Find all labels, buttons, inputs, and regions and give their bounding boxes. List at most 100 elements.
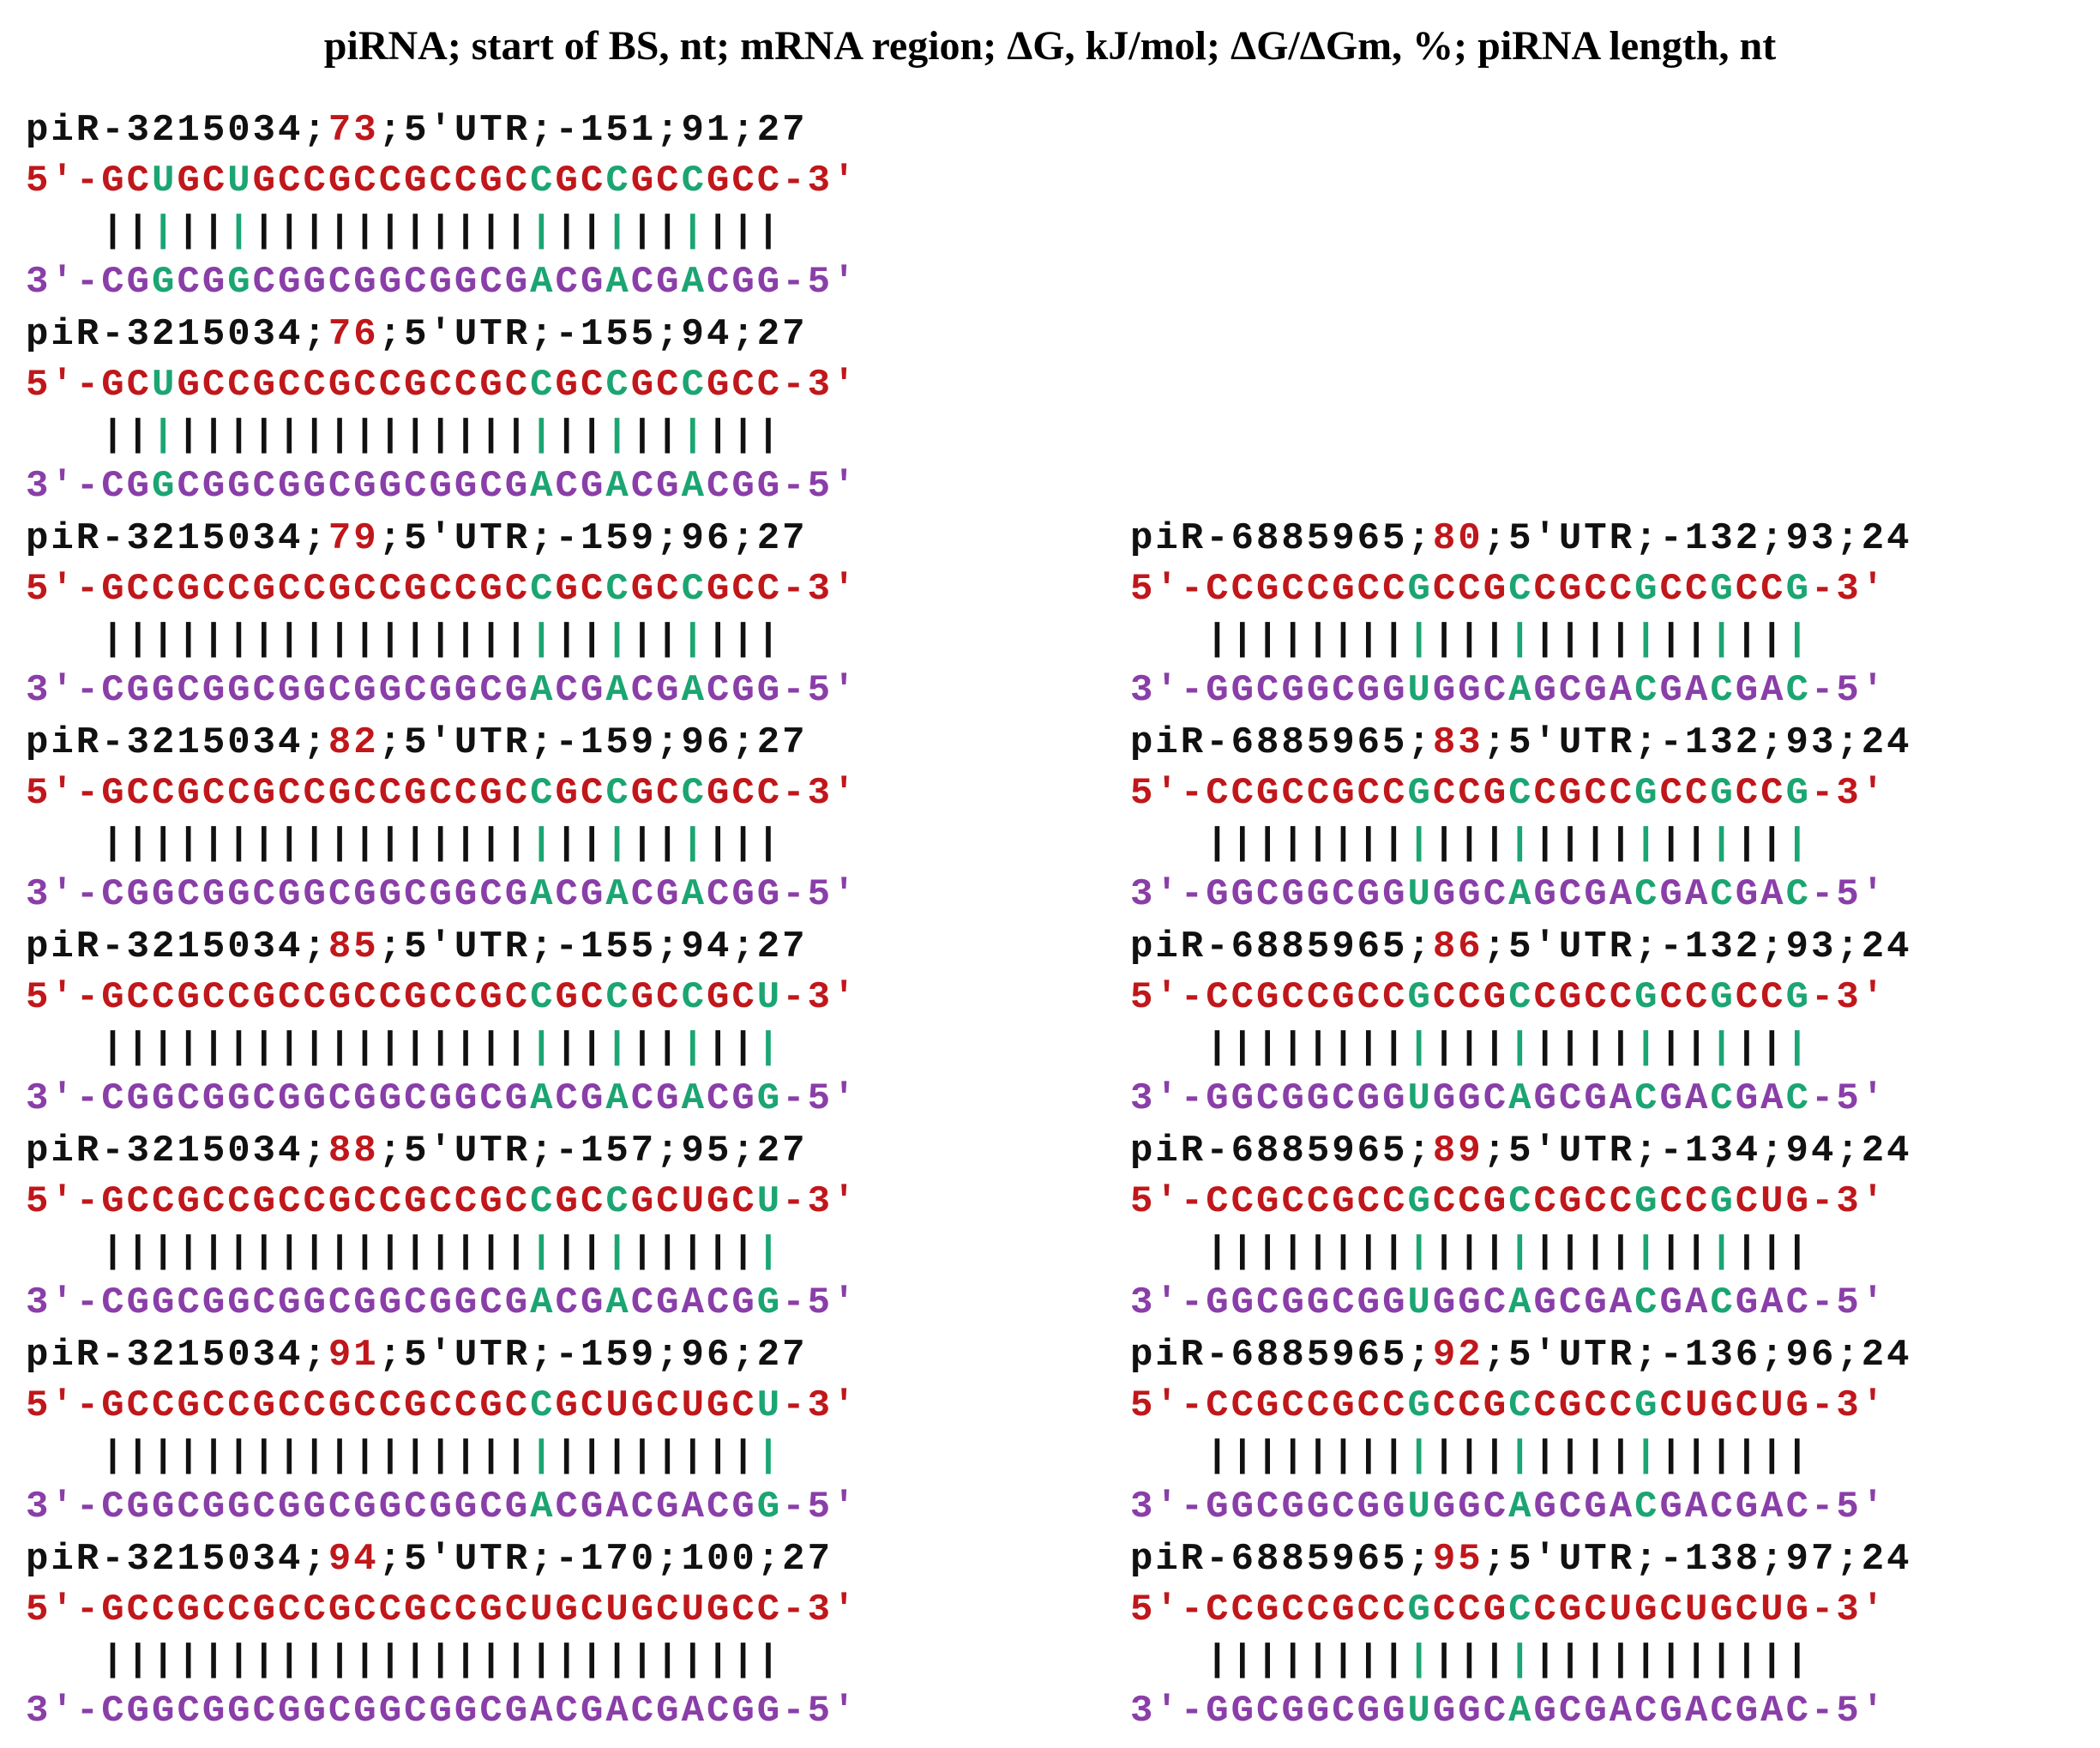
pair-bar: |: [353, 618, 379, 661]
bar-spacer: [26, 414, 101, 457]
nucleotide: G: [202, 873, 228, 916]
pair-bar: |: [479, 210, 505, 253]
duplex-header: piR-3215034;85;5'UTR;-155;94;27: [26, 923, 808, 971]
nucleotide: C: [177, 1077, 202, 1120]
pair-bar: |: [101, 210, 127, 253]
nucleotide: U: [756, 976, 783, 1019]
pair-bar: |: [126, 210, 153, 253]
nucleotide: C: [1584, 976, 1610, 1019]
nucleotide: G: [1407, 568, 1433, 611]
nucleotide: G: [101, 364, 127, 407]
mrna-sequence: 5'-GCUGCUGCCGCCGCCGCCGCCGCCGCC-3': [26, 157, 857, 205]
pirna-name: piR-6885965: [1130, 1538, 1408, 1581]
nucleotide: A: [1684, 669, 1711, 712]
pair-bar: |: [328, 414, 354, 457]
nucleotide: C: [1483, 669, 1509, 712]
nucleotide: G: [479, 1588, 505, 1631]
pair-bar: |: [479, 823, 505, 865]
nucleotide: G: [630, 1180, 657, 1223]
bar-spacer: [26, 823, 101, 865]
nucleotide: G: [1659, 669, 1685, 712]
nucleotide: C: [504, 568, 531, 611]
pair-bar: |: [1684, 1231, 1711, 1274]
pair-bar: |: [1508, 1435, 1534, 1478]
pair-bar: |: [454, 823, 480, 865]
nucleotide: C: [1306, 772, 1333, 815]
nucleotide: C: [126, 1588, 153, 1631]
mrna-3prime: -3': [1810, 1588, 1887, 1631]
nucleotide: C: [454, 568, 480, 611]
mrna-region: 5'UTR: [1508, 1130, 1635, 1172]
nucleotide: G: [1558, 1180, 1585, 1223]
pair-bar: |: [1483, 1231, 1509, 1274]
separator: ;: [756, 1538, 783, 1581]
duplex-header: piR-3215034;82;5'UTR;-159;96;27: [26, 719, 808, 767]
mrna-nucleotides: GCUGCCGCCGCCGCCGCCGCCGCCGCC: [101, 364, 782, 407]
nucleotide: G: [1281, 1077, 1307, 1120]
nucleotide: C: [101, 669, 127, 712]
separator: ;: [1760, 925, 1786, 968]
nucleotide: G: [1281, 873, 1307, 916]
mrna-sequence: 5'-CCGCCGCCGCCGCCGCCGCCGCCG-3': [1130, 769, 1886, 817]
delta-g: -170: [555, 1538, 657, 1581]
mrna-3prime: -3': [782, 772, 858, 815]
nucleotide: G: [1206, 1281, 1231, 1324]
nucleotide: C: [1684, 976, 1711, 1019]
pair-bar: |: [605, 1435, 631, 1478]
nucleotide: C: [378, 568, 405, 611]
mrna-nucleotides: CCGCCGCCGCCGCCGCCGCCGCUG: [1206, 1180, 1811, 1223]
pair-bar: |: [378, 1435, 405, 1478]
nucleotide: G: [504, 465, 531, 508]
pair-bar: |: [1206, 1435, 1231, 1478]
nucleotide: C: [1684, 1180, 1711, 1223]
nucleotide: C: [1281, 568, 1307, 611]
nucleotide: C: [303, 772, 328, 815]
nucleotide: C: [202, 772, 228, 815]
nucleotide: C: [1659, 772, 1685, 815]
pair-bar: |: [656, 1231, 682, 1274]
nucleotide: U: [756, 1384, 783, 1427]
nucleotide: A: [1508, 669, 1534, 712]
nucleotide: C: [126, 976, 153, 1019]
nucleotide: G: [1357, 1690, 1383, 1733]
nucleotide: U: [1609, 1588, 1635, 1631]
pair-bar: |: [1710, 1639, 1736, 1682]
nucleotide: C: [731, 364, 757, 407]
separator: ;: [731, 1334, 757, 1377]
pirna-3prime: 3'-: [1130, 873, 1206, 916]
nucleotide: U: [530, 1588, 556, 1631]
separator: ;: [378, 109, 405, 152]
nucleotide: G: [580, 873, 606, 916]
delta-g-percent: 97: [1785, 1538, 1837, 1581]
delta-g-percent: 93: [1785, 721, 1837, 764]
pair-bar: |: [177, 1435, 202, 1478]
mrna-region: 5'UTR: [404, 1334, 531, 1377]
nucleotide: C: [656, 160, 682, 202]
nucleotide: G: [202, 261, 228, 304]
nucleotide: G: [555, 976, 581, 1019]
nucleotide: C: [177, 1486, 202, 1528]
nucleotide: G: [1634, 772, 1660, 815]
pair-bar: |: [101, 1027, 127, 1070]
nucleotide: G: [1332, 772, 1357, 815]
pair-bar: |: [1231, 1435, 1257, 1478]
nucleotide: C: [580, 976, 606, 1019]
pair-bar: |: [1710, 618, 1736, 661]
nucleotide: G: [303, 1690, 328, 1733]
nucleotide: C: [479, 1281, 505, 1324]
nucleotide: C: [1382, 568, 1408, 611]
nucleotide: G: [1256, 1588, 1282, 1631]
nucleotide: C: [1382, 772, 1408, 815]
mrna-nucleotides: CCGCCGCCGCCGCCGCCGCCGCCG: [1206, 976, 1811, 1019]
pirna-5prime: -5': [1810, 1690, 1887, 1733]
nucleotide: C: [1206, 772, 1231, 815]
nucleotide: A: [1508, 1281, 1534, 1324]
nucleotide: C: [227, 1588, 253, 1631]
nucleotide: C: [1382, 1180, 1408, 1223]
pair-bar: |: [454, 1639, 480, 1682]
nucleotide: C: [605, 568, 631, 611]
pair-bar: |: [1382, 1639, 1408, 1682]
pair-bar: |: [630, 1231, 657, 1274]
pair-bar: |: [656, 414, 682, 457]
pair-bar: |: [1256, 618, 1282, 661]
